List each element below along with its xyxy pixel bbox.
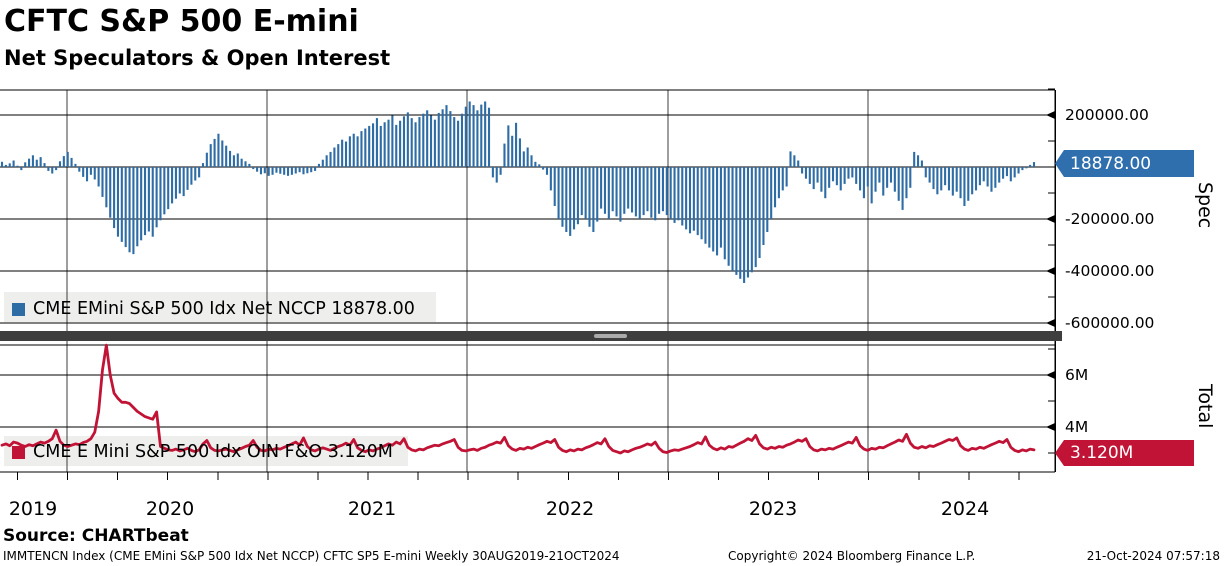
total-ytick-4m: 4M [1065, 418, 1089, 436]
panel-resize-handle[interactable] [594, 334, 627, 338]
source-line: Source: CHARTbeat [3, 526, 189, 546]
top-panel-legend[interactable]: CME EMini S&P 500 Idx Net NCCP 18878.00 [12, 299, 415, 319]
spec-axis-title: Spec [1194, 182, 1216, 229]
chart-title: CFTC S&P 500 E-mini [4, 4, 359, 39]
xtick-year-2023: 2023 [748, 498, 798, 520]
xtick-year-2024: 2024 [940, 498, 990, 520]
spec-ytick-neg400000: -400000.00 [1065, 262, 1155, 280]
spec-ytick-neg200000: -200000.00 [1065, 210, 1155, 228]
xtick-year-2020: 2020 [145, 498, 195, 520]
spec-series-swatch-icon [12, 302, 25, 316]
spec-ytick-neg600000: -600000.00 [1065, 314, 1155, 332]
footer-timestamp: 21-Oct-2024 07:57:18 [1086, 549, 1220, 563]
footer-ticker-info: IMMTENCN Index (CME EMini S&P 500 Idx Ne… [3, 549, 620, 563]
bottom-panel-legend[interactable]: CME E Mini S&P 500 Idx OIN F&O 3.120M [12, 442, 393, 462]
chart-subtitle: Net Speculators & Open Interest [4, 46, 391, 70]
total-axis-title: Total [1194, 384, 1216, 429]
total-series-swatch-icon [12, 445, 25, 459]
spec-ytick-200000: 200000.00 [1065, 106, 1149, 124]
xtick-year-2019: 2019 [8, 498, 58, 520]
spec-last-value-badge[interactable]: 18878.00 [1055, 150, 1194, 177]
total-last-value-badge[interactable]: 3.120M [1055, 440, 1194, 466]
footer-copyright: Copyright© 2024 Bloomberg Finance L.P. [728, 549, 976, 563]
bottom-panel-legend-label: CME E Mini S&P 500 Idx OIN F&O 3.120M [33, 442, 393, 462]
total-ytick-6m: 6M [1065, 366, 1089, 384]
xtick-year-2022: 2022 [545, 498, 595, 520]
top-panel-legend-label: CME EMini S&P 500 Idx Net NCCP 18878.00 [33, 299, 415, 319]
xtick-year-2021: 2021 [347, 498, 397, 520]
